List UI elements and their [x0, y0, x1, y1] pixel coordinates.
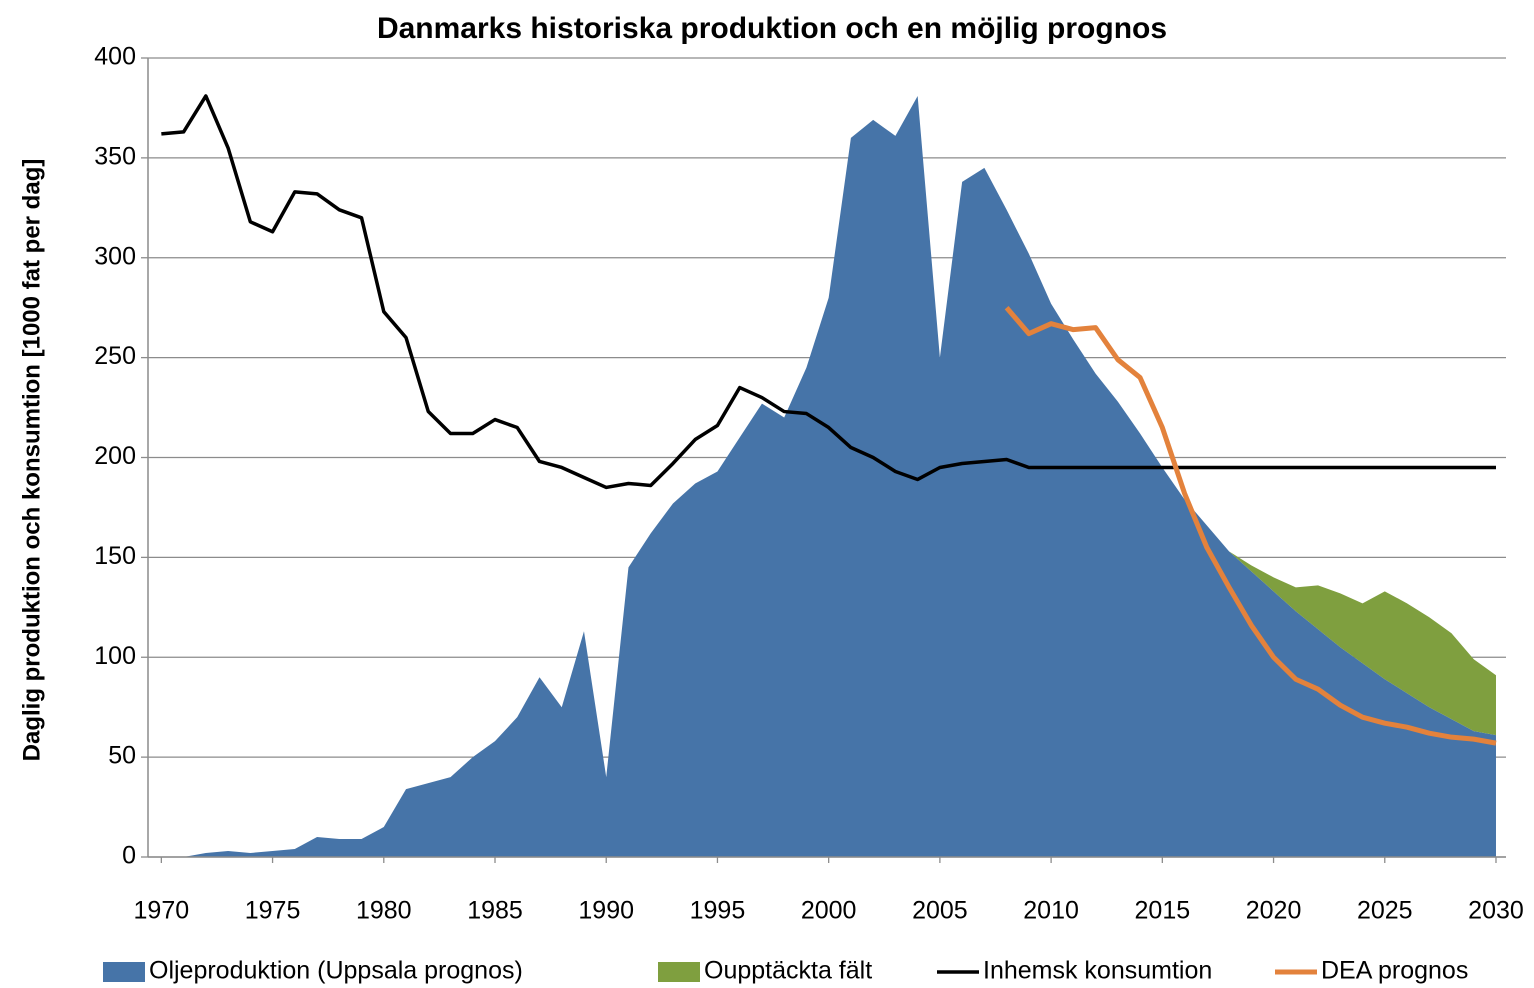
y-tick-label: 400	[94, 43, 136, 71]
y-axis-label: Daglig produktion och konsumtion [1000 f…	[18, 159, 45, 762]
x-tick-label: 1985	[467, 897, 523, 925]
y-tick-label: 200	[94, 442, 136, 470]
y-tick-label: 150	[94, 542, 136, 570]
x-tick-label: 1995	[690, 897, 746, 925]
x-tick-label: 1980	[356, 897, 412, 925]
line	[161, 94, 1496, 490]
y-tick-label: 50	[108, 742, 136, 770]
chart-title: Danmarks historiska produktion och en mö…	[377, 12, 1167, 45]
x-tick-label: 1970	[134, 897, 190, 925]
x-tick-label: 2000	[801, 897, 857, 925]
legend-label: Oljeproduktion (Uppsala prognos)	[149, 957, 523, 985]
legend-swatch	[103, 962, 145, 982]
x-tick-label: 1975	[245, 897, 301, 925]
legend-swatch	[658, 962, 700, 982]
x-tick-label: 2010	[1023, 897, 1079, 925]
y-tick-label: 100	[94, 642, 136, 670]
y-tick-label: 250	[94, 342, 136, 370]
line	[1004, 306, 1497, 746]
y-tick-label: 0	[122, 842, 136, 870]
x-tick-label: 2005	[912, 897, 968, 925]
legend-label: Oupptäckta fält	[704, 957, 872, 985]
y-tick-label: 300	[94, 242, 136, 270]
y-tick-label: 350	[94, 142, 136, 170]
x-tick-label: 2025	[1357, 897, 1413, 925]
x-tick-label: 2020	[1246, 897, 1302, 925]
x-tick-label: 2030	[1468, 897, 1524, 925]
area	[161, 95, 1496, 857]
x-tick-label: 2015	[1135, 897, 1191, 925]
area	[1229, 551, 1496, 736]
legend-label: DEA prognos	[1321, 957, 1468, 985]
legend-label: Inhemsk konsumtion	[983, 957, 1212, 985]
x-tick-label: 1990	[578, 897, 634, 925]
